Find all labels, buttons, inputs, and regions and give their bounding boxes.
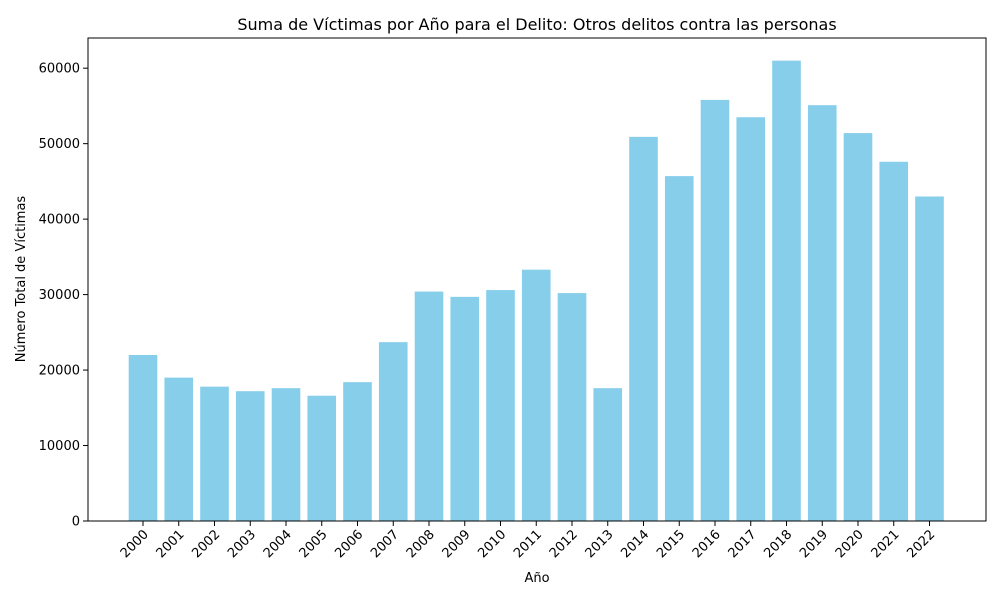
bar-2014 bbox=[629, 136, 658, 521]
x-tick-label: 2012 bbox=[547, 527, 581, 561]
x-tick-label: 2008 bbox=[404, 527, 438, 561]
x-tick-label: 2010 bbox=[475, 527, 509, 561]
bar-2020 bbox=[843, 133, 873, 521]
x-tick-label: 2014 bbox=[618, 527, 652, 561]
x-tick-label: 2020 bbox=[833, 527, 867, 561]
y-tick-label: 40000 bbox=[39, 213, 80, 228]
y-tick-label: 50000 bbox=[39, 137, 80, 152]
bar-2002 bbox=[200, 386, 229, 521]
y-tick-label: 10000 bbox=[39, 439, 80, 454]
bar-2022 bbox=[915, 196, 944, 521]
bar-2009 bbox=[450, 296, 480, 521]
bar-2012 bbox=[557, 293, 587, 521]
x-tick-label: 2001 bbox=[154, 527, 188, 561]
bar-2000 bbox=[128, 354, 158, 521]
x-tick-label: 2022 bbox=[904, 527, 938, 561]
x-tick-label: 2006 bbox=[332, 527, 366, 561]
x-axis: 2000 2001 2002 2003 2004 2005 2006 2007 2008 2009… bbox=[118, 521, 938, 561]
x-tick-label: 2017 bbox=[726, 527, 760, 561]
x-tick-label: 2011 bbox=[511, 527, 545, 561]
x-axis-label: Año bbox=[524, 571, 549, 586]
bar-2005 bbox=[307, 395, 337, 521]
bar-2021 bbox=[879, 161, 909, 522]
plot-frame bbox=[87, 37, 987, 522]
bar-2003 bbox=[235, 391, 265, 521]
bar-2008 bbox=[414, 291, 444, 521]
bar-2013 bbox=[593, 388, 623, 521]
x-tick-label: 2002 bbox=[189, 527, 223, 561]
x-tick-label: 2003 bbox=[225, 527, 259, 561]
bar-2004 bbox=[271, 388, 301, 521]
x-tick-label: 2013 bbox=[583, 527, 617, 561]
bar-2001 bbox=[164, 377, 194, 521]
y-tick-label: 60000 bbox=[39, 62, 80, 77]
x-tick-label: 2016 bbox=[690, 527, 724, 561]
y-tick-label: 30000 bbox=[39, 288, 80, 303]
x-tick-label: 2000 bbox=[118, 527, 152, 561]
x-tick-label: 2021 bbox=[869, 527, 903, 561]
bar-2016 bbox=[700, 99, 730, 522]
y-axis: 0 10000 20000 30000 40000 50000 60000 bbox=[39, 62, 88, 530]
bar-2015 bbox=[664, 176, 694, 521]
x-tick-label: 2015 bbox=[654, 527, 688, 561]
chart-title: Suma de Víctimas por Año para el Delito:… bbox=[237, 15, 836, 34]
y-axis-label: Número Total de Víctimas bbox=[14, 196, 29, 363]
bar-2017 bbox=[736, 117, 766, 521]
x-tick-label: 2005 bbox=[297, 527, 331, 561]
x-tick-label: 2007 bbox=[368, 527, 402, 561]
bar-2018 bbox=[772, 60, 801, 521]
x-tick-label: 2019 bbox=[797, 527, 831, 561]
x-tick-label: 2009 bbox=[440, 527, 474, 561]
bars-group bbox=[128, 60, 944, 522]
x-tick-label: 2004 bbox=[261, 527, 295, 561]
y-tick-label: 0 bbox=[72, 515, 80, 530]
bar-2010 bbox=[486, 290, 515, 521]
bar-2006 bbox=[343, 382, 372, 521]
y-tick-label: 20000 bbox=[39, 364, 80, 379]
bar-2011 bbox=[521, 269, 551, 521]
bar-2007 bbox=[378, 342, 408, 521]
bar-2019 bbox=[807, 105, 837, 522]
x-tick-label: 2018 bbox=[761, 527, 795, 561]
